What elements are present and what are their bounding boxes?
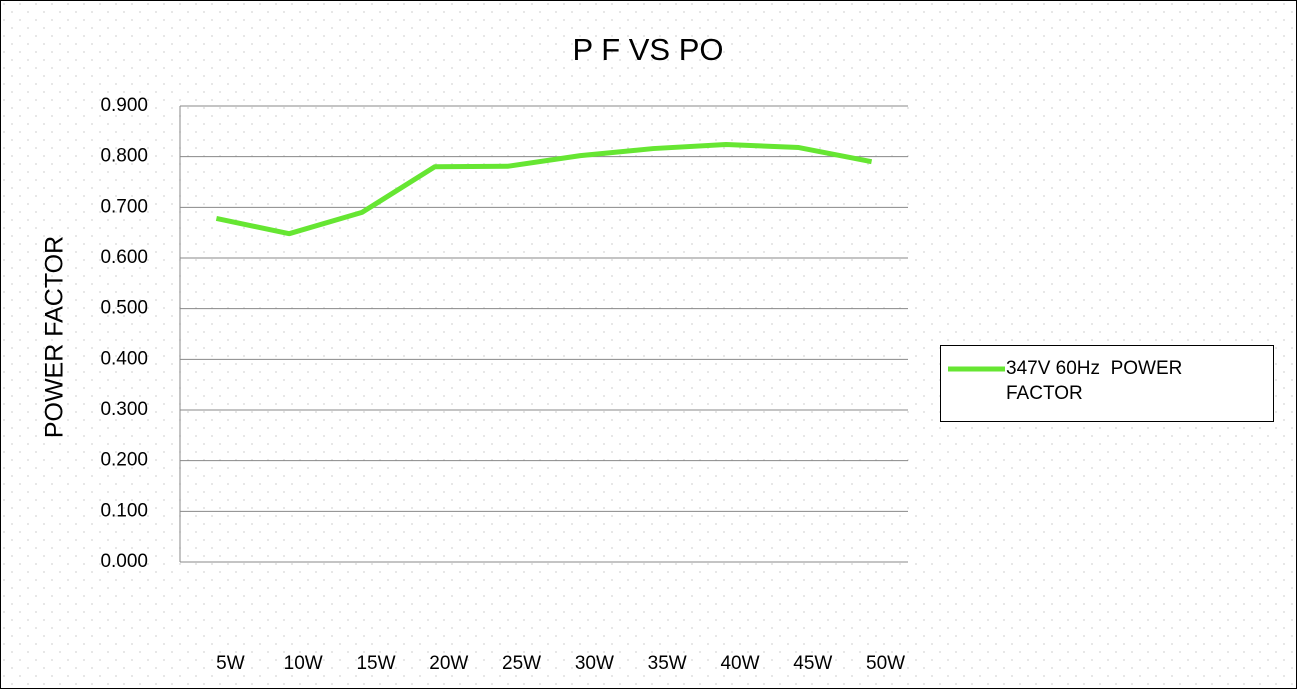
x-tick-label: 50W xyxy=(866,653,905,674)
y-tick-label: 0.500 xyxy=(100,298,148,319)
y-axis-title: POWER FACTOR xyxy=(41,236,69,438)
y-tick-label: 0.000 xyxy=(100,551,148,572)
x-tick-label: 35W xyxy=(648,653,687,674)
chart-title: P F VS PO xyxy=(572,32,723,67)
y-tick-label: 0.700 xyxy=(100,196,148,217)
y-tick-label: 0.100 xyxy=(100,500,148,521)
x-tick-label: 45W xyxy=(793,653,832,674)
data-line xyxy=(215,142,873,237)
x-tick-label: 20W xyxy=(429,653,468,674)
x-tick-label: 40W xyxy=(720,653,759,674)
x-tick-label: 5W xyxy=(216,653,245,674)
y-tick-label: 0.600 xyxy=(100,247,148,268)
y-tick-label: 0.900 xyxy=(100,95,148,116)
legend-label-box: 347V 60Hz POWER FACTOR xyxy=(1006,358,1188,404)
legend xyxy=(940,345,1274,422)
x-tick-label: 10W xyxy=(284,653,323,674)
y-tick-label: 0.300 xyxy=(100,399,148,420)
x-tick-label: 30W xyxy=(575,653,614,674)
y-tick-label: 0.200 xyxy=(100,450,148,471)
y-tick-label: 0.400 xyxy=(100,348,148,369)
legend-label: 347V 60Hz POWER FACTOR xyxy=(1006,358,1188,404)
grid xyxy=(180,105,908,563)
y-tick-label: 0.800 xyxy=(100,146,148,167)
x-tick-label: 25W xyxy=(502,653,541,674)
x-tick-label: 15W xyxy=(356,653,395,674)
